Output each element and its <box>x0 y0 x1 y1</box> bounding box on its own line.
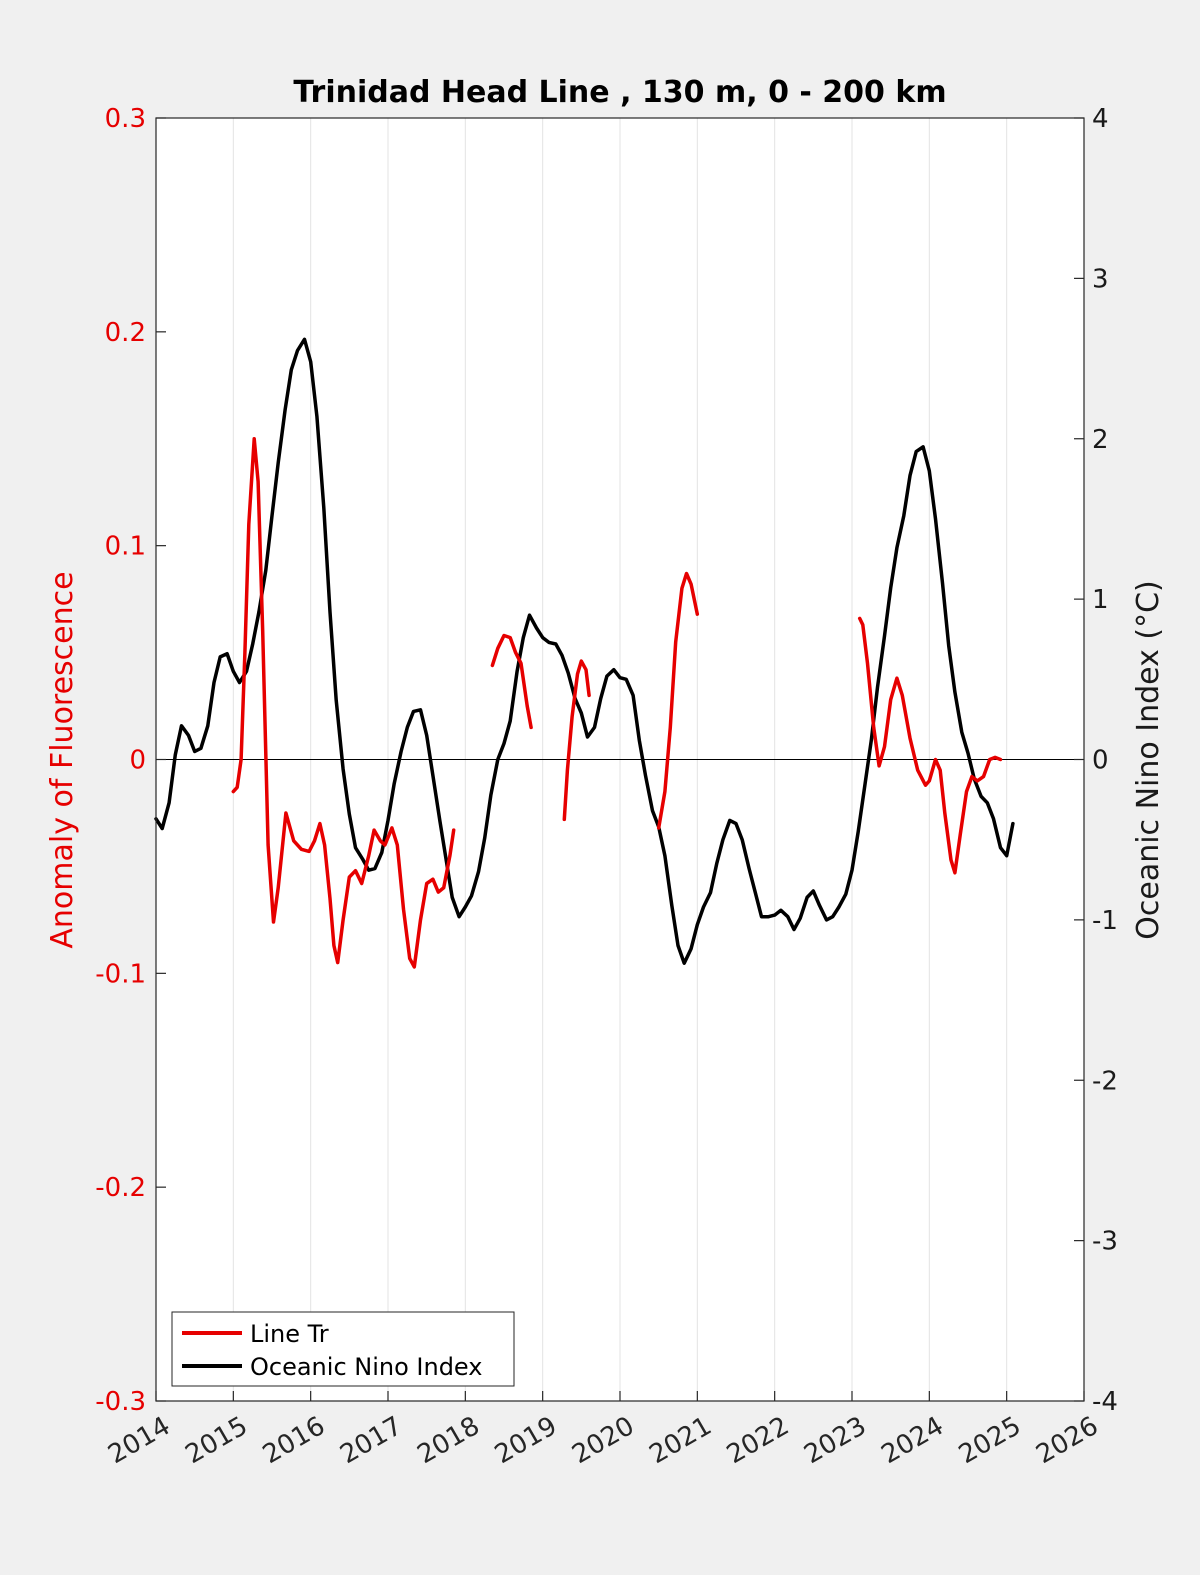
right-y-tick-label: 3 <box>1092 264 1109 294</box>
left-y-tick-label: -0.3 <box>95 1387 146 1417</box>
line-tr-series-segment <box>490 633 533 730</box>
x-tick-label: 2020 <box>567 1411 639 1470</box>
x-tick-label: 2016 <box>258 1411 330 1470</box>
right-axis-label: Oceanic Nino Index (°C) <box>1131 580 1166 940</box>
left-y-tick-label: 0.1 <box>105 532 146 562</box>
x-tick-label: 2023 <box>799 1411 871 1470</box>
left-y-tick-label: 0.3 <box>105 104 146 134</box>
series-layer <box>154 337 1015 969</box>
x-tick-label: 2018 <box>413 1411 485 1470</box>
right-y-tick-label: -2 <box>1092 1066 1118 1096</box>
left-y-tick-label: 0 <box>129 746 146 776</box>
line-tr-series-segment <box>231 437 456 969</box>
x-tick-label: 2014 <box>103 1411 175 1470</box>
line-tr-series-segment <box>562 659 591 822</box>
left-y-axis: -0.3 -0.2 -0.1 0 0.1 0.2 0.3 <box>95 104 166 1417</box>
oni-series-segment <box>154 337 1015 965</box>
x-tick-label: 2025 <box>954 1411 1026 1470</box>
right-y-tick-label: -4 <box>1092 1387 1118 1417</box>
right-y-tick-label: -1 <box>1092 906 1118 936</box>
x-tick-label: 2015 <box>181 1411 253 1470</box>
left-y-tick-label: -0.1 <box>95 959 146 989</box>
right-y-tick-label: 4 <box>1092 104 1109 134</box>
right-y-tick-label: -3 <box>1092 1227 1118 1257</box>
left-y-tick-label: -0.2 <box>95 1173 146 1203</box>
x-tick-label: 2021 <box>645 1411 717 1470</box>
line-tr-series-segment <box>656 571 700 830</box>
line-tr-series-segment <box>857 616 1003 875</box>
left-y-tick-label: 0.2 <box>105 318 146 348</box>
x-tick-label: 2017 <box>335 1411 407 1470</box>
x-tick-label: 2024 <box>877 1411 949 1470</box>
left-axis-label: Anomaly of Fluorescence <box>45 571 80 948</box>
right-y-tick-label: 0 <box>1092 746 1109 776</box>
legend-label-oni: Oceanic Nino Index <box>250 1353 482 1381</box>
legend-box <box>171 1311 515 1387</box>
x-tick-label: 2022 <box>722 1411 794 1470</box>
right-y-tick-label: 2 <box>1092 425 1109 455</box>
legend: Line Tr Oceanic Nino Index <box>171 1311 515 1387</box>
x-tick-label: 2019 <box>490 1411 562 1470</box>
chart-title: Trinidad Head Line , 130 m, 0 - 200 km <box>293 75 946 110</box>
legend-label-line-tr: Line Tr <box>250 1320 329 1348</box>
x-axis: 2014 2015 2016 2017 2018 2019 2020 2021 2022 2023… <box>103 1391 1104 1470</box>
right-y-axis: -4 -3 -2 -1 0 1 2 3 4 <box>1074 104 1118 1417</box>
x-tick-label: 2026 <box>1031 1411 1103 1470</box>
right-y-tick-label: 1 <box>1092 585 1109 615</box>
